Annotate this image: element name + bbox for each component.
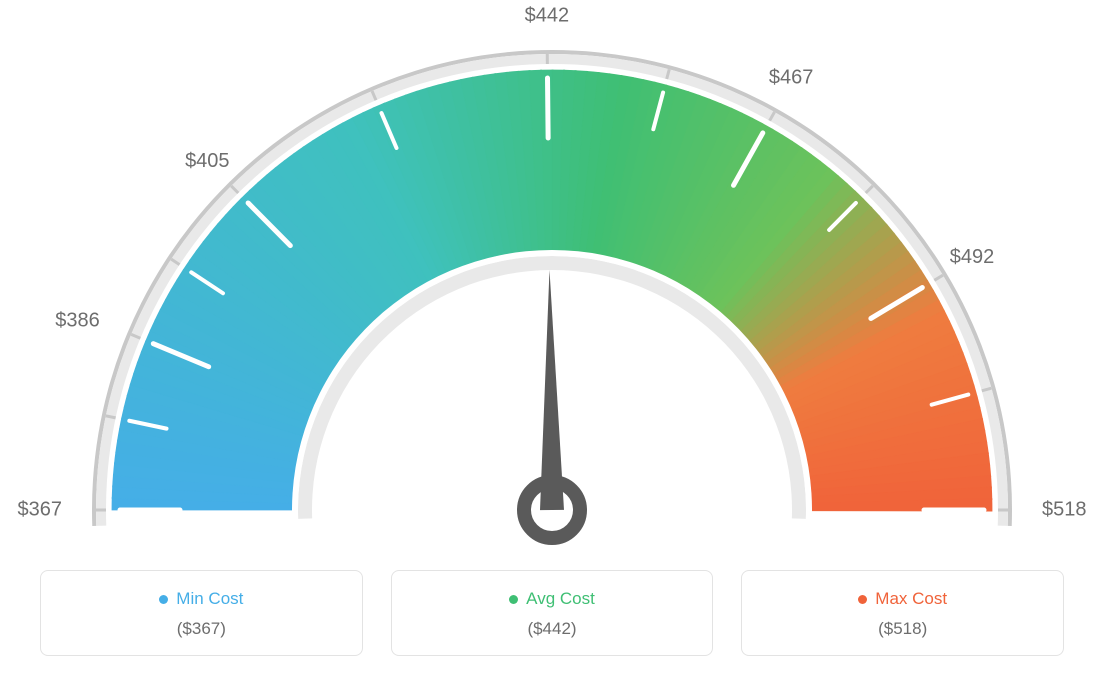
gauge-chart: $367 $386 $405 $442 $467 $492 $518 [0,0,1104,560]
gauge-needle [540,270,564,510]
gauge-tick-label: $518 [1042,498,1087,520]
gauge-tick-label: $467 [769,67,814,89]
gauge-tick-label: $386 [55,310,100,332]
min-cost-dot-icon [159,595,168,604]
min-cost-card: Min Cost ($367) [40,570,363,656]
gauge-tick-label: $492 [950,246,995,268]
summary-cards: Min Cost ($367) Avg Cost ($442) Max Cost… [0,570,1104,656]
max-cost-title: Max Cost [875,589,947,609]
avg-cost-card: Avg Cost ($442) [391,570,714,656]
min-cost-title: Min Cost [176,589,243,609]
gauge-tick-label: $442 [525,4,570,26]
gauge-tick-label: $367 [18,498,63,520]
avg-cost-title: Avg Cost [526,589,595,609]
gauge-svg: $367 $386 $405 $442 $467 $492 $518 [0,0,1104,560]
avg-cost-value: ($442) [404,619,701,639]
gauge-tick-label: $405 [185,150,230,172]
max-cost-value: ($518) [754,619,1051,639]
min-cost-value: ($367) [53,619,350,639]
max-cost-dot-icon [858,595,867,604]
avg-cost-dot-icon [509,595,518,604]
max-cost-card: Max Cost ($518) [741,570,1064,656]
